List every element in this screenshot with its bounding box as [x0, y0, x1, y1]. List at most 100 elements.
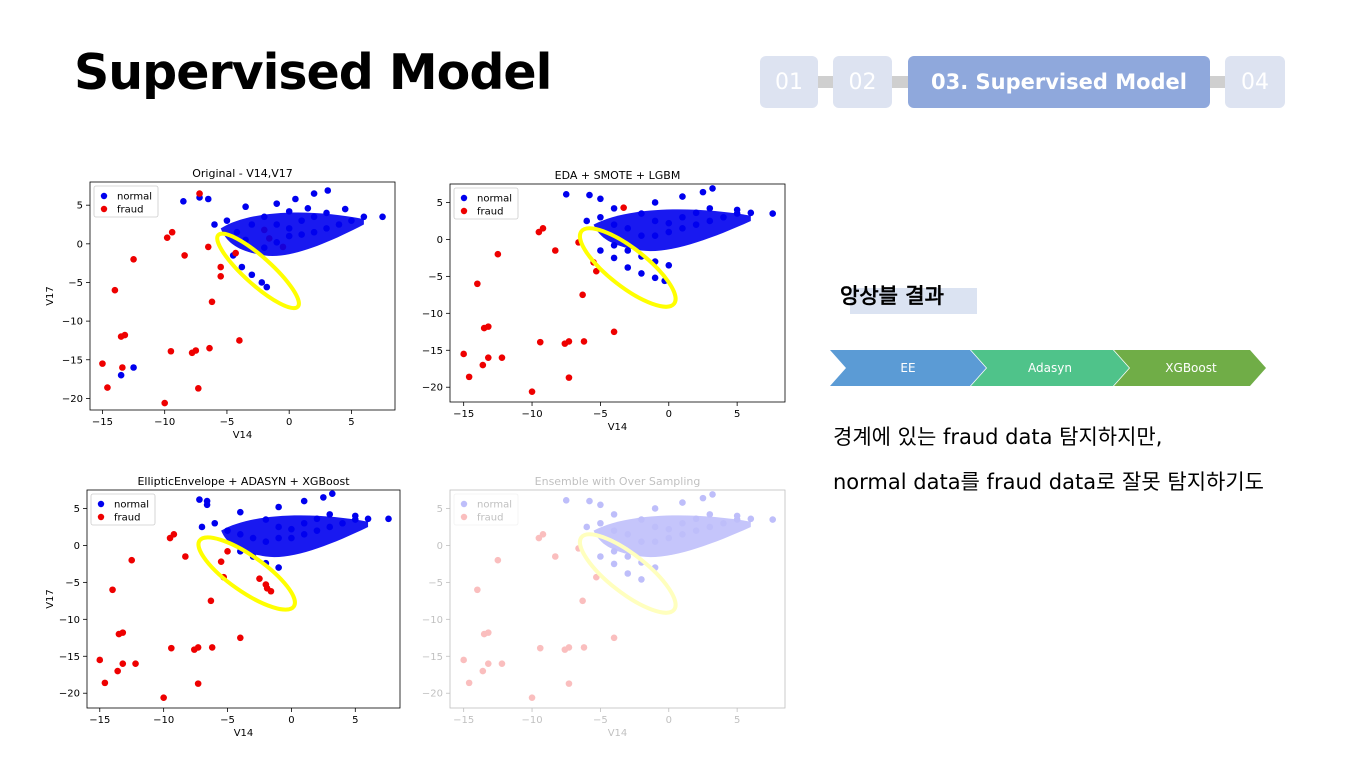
fraud-point: [119, 364, 126, 371]
fraud-point: [194, 644, 202, 651]
chevron-ee: EE: [830, 350, 986, 386]
normal-point: [364, 515, 372, 523]
fraud-point: [551, 247, 559, 254]
fraud-point: [263, 584, 271, 592]
legend-label-normal: normal: [477, 194, 512, 205]
fraud-point: [565, 680, 573, 687]
fraud-point: [196, 190, 203, 197]
normal-point: [310, 190, 318, 197]
x-tick-label: 0: [666, 409, 672, 420]
fraud-point: [132, 660, 139, 667]
fraud-point: [204, 243, 212, 251]
legend-label-normal: normal: [114, 500, 149, 511]
y-tick-label: −20: [62, 394, 83, 405]
fraud-point: [480, 630, 488, 638]
normal-point: [583, 523, 591, 531]
normal-point: [597, 553, 604, 560]
step-03-supervised-model[interactable]: 03. Supervised Model: [908, 56, 1210, 108]
x-tick-label: −15: [89, 715, 110, 726]
highlight-ellipse: [196, 535, 297, 612]
plot-frame: [449, 183, 786, 403]
x-tick-label: 0: [666, 715, 672, 726]
normal-point: [651, 538, 659, 546]
normal-point: [651, 505, 659, 512]
fraud-point: [465, 373, 473, 381]
y-tick-label: 0: [74, 541, 80, 552]
step-02[interactable]: 02: [833, 56, 892, 108]
fraud-point: [237, 634, 244, 642]
normal-point: [651, 274, 659, 282]
fraud-point: [170, 531, 178, 538]
fraud-point: [484, 354, 492, 361]
legend-marker-normal: [100, 192, 108, 200]
normal-point: [324, 187, 332, 194]
y-tick-label: −5: [428, 272, 443, 283]
fraud-point: [494, 250, 502, 258]
plot-frame: [89, 181, 396, 411]
x-axis-label: V14: [608, 422, 628, 433]
normal-point: [692, 527, 700, 534]
x-tick-label: 5: [352, 715, 358, 726]
y-tick-label: −15: [59, 652, 80, 663]
fraud-point: [565, 374, 573, 381]
step-01[interactable]: 01: [760, 56, 818, 108]
legend-label-fraud: fraud: [477, 513, 503, 524]
y-tick-label: −20: [422, 689, 443, 700]
highlight-ellipse: [215, 231, 301, 311]
y-tick-label: −10: [422, 309, 443, 320]
normal-point: [263, 283, 271, 291]
normal-point: [562, 497, 570, 504]
normal-point: [610, 511, 618, 518]
normal-point: [692, 515, 700, 523]
normal-point: [679, 499, 686, 506]
step-04[interactable]: 04: [1225, 56, 1285, 108]
fraud-point: [460, 350, 467, 358]
normal-point: [341, 205, 349, 213]
normal-point: [610, 560, 618, 568]
fraud-point: [119, 660, 127, 667]
normal-point: [651, 199, 659, 206]
normal-cluster-mass: [221, 515, 369, 558]
normal-point: [562, 191, 570, 198]
x-tick-label: −15: [453, 409, 474, 420]
normal-point: [258, 279, 266, 286]
fraud-point: [494, 556, 502, 564]
slide-title: Supervised Model: [74, 44, 552, 101]
x-tick-label: −15: [92, 417, 113, 428]
fraud-point: [121, 331, 129, 339]
fraud-point: [101, 679, 109, 687]
chevron-ee-label: EE: [900, 361, 915, 375]
fraud-point: [111, 286, 119, 294]
normal-point: [320, 494, 327, 501]
normal-point: [180, 198, 187, 205]
fraud-point: [579, 291, 586, 299]
fraud-point: [610, 634, 618, 642]
y-tick-label: −5: [68, 278, 83, 289]
normal-point: [747, 209, 755, 217]
normal-point: [196, 496, 203, 503]
normal-point: [720, 519, 727, 527]
fraud-point: [114, 667, 121, 675]
fraud-point: [192, 347, 200, 354]
normal-point: [610, 205, 618, 212]
normal-point: [747, 515, 755, 523]
fraud-point: [575, 545, 582, 552]
fraud-point: [479, 667, 487, 675]
normal-point: [769, 210, 776, 217]
fraud-point: [161, 399, 168, 407]
normal-point: [211, 221, 218, 228]
chart-legend: normal fraud: [90, 493, 156, 526]
fraud-point: [484, 323, 492, 330]
fraud-point: [528, 694, 536, 701]
x-tick-label: 5: [348, 417, 354, 428]
x-axis-label: V14: [233, 430, 253, 441]
ensemble-pipeline: EE Adasyn XGBoost: [830, 350, 1266, 386]
fraud-point: [167, 347, 175, 355]
normal-point: [304, 204, 312, 212]
y-tick-label: 0: [77, 239, 83, 250]
normal-point: [665, 534, 673, 542]
normal-point: [638, 516, 645, 523]
fraud-point: [474, 586, 481, 594]
normal-point: [385, 515, 392, 523]
chart-title: EllipticEnvelope + ADASYN + XGBoost: [137, 475, 350, 488]
